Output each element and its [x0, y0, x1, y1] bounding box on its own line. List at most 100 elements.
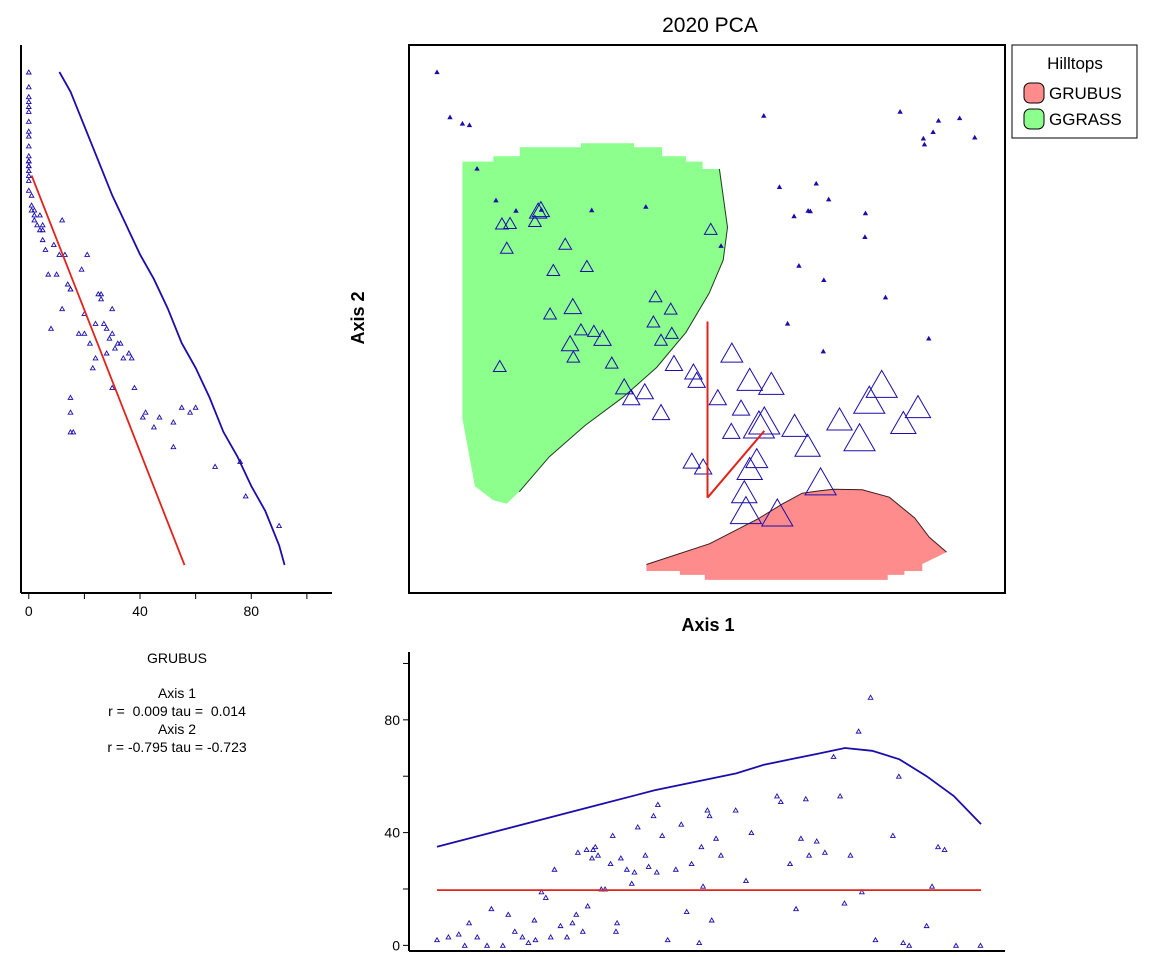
data-point	[466, 122, 473, 128]
data-point	[650, 812, 657, 819]
data-point	[538, 888, 545, 895]
data-point	[862, 234, 868, 239]
data-point	[777, 798, 784, 805]
data-point	[494, 216, 510, 230]
data-point	[761, 113, 767, 118]
data-point	[455, 931, 462, 937]
data-point	[926, 335, 932, 341]
data-point	[813, 180, 819, 186]
envelope-curve	[436, 747, 982, 848]
data-point	[613, 919, 621, 926]
data-point	[25, 133, 32, 139]
data-point	[805, 208, 811, 213]
data-point	[708, 388, 728, 406]
data-point	[120, 355, 127, 361]
data-point	[445, 934, 452, 940]
data-point	[459, 120, 466, 126]
data-point	[776, 184, 783, 189]
data-point	[748, 829, 755, 836]
data-point	[594, 852, 602, 858]
bottom-panel-y-ticks: 0 40 80	[384, 662, 409, 953]
data-point	[736, 456, 764, 480]
data-point	[847, 852, 854, 858]
data-point	[956, 115, 963, 121]
data-point	[706, 812, 713, 819]
data-point	[712, 835, 720, 841]
data-point	[92, 320, 99, 326]
legend-swatch-ggrass	[1023, 108, 1045, 130]
data-point	[109, 384, 116, 390]
data-point	[825, 196, 832, 202]
data-point	[645, 863, 652, 869]
data-point	[720, 342, 744, 363]
data-point	[604, 356, 619, 369]
data-point	[744, 447, 769, 469]
data-point	[103, 350, 110, 356]
data-point	[792, 905, 800, 912]
data-point	[70, 428, 77, 435]
data-point	[98, 295, 105, 302]
data-point	[59, 216, 66, 223]
data-point	[757, 371, 785, 395]
data-point	[858, 888, 865, 895]
data-point	[128, 355, 135, 361]
data-point	[941, 846, 948, 852]
ordination-points	[434, 69, 978, 527]
data-point	[821, 849, 828, 855]
data-point	[654, 801, 661, 807]
left-panel-x-ticks: 0 40 80	[25, 593, 308, 619]
data-point	[25, 152, 32, 159]
data-point	[433, 936, 441, 943]
data-point	[34, 221, 41, 228]
legend: Hilltops GRUBUS GGRASS	[1011, 44, 1138, 139]
data-point	[760, 498, 794, 527]
data-point	[178, 404, 185, 410]
data-point	[882, 294, 889, 300]
data-point	[89, 364, 96, 371]
data-point	[275, 522, 283, 529]
hull-grubus	[646, 489, 947, 580]
data-point	[730, 479, 758, 504]
data-point	[648, 289, 663, 303]
data-point	[623, 866, 630, 872]
data-point	[28, 202, 35, 208]
data-point	[889, 832, 896, 838]
data-point	[558, 237, 573, 250]
data-point	[786, 860, 794, 867]
data-point	[511, 928, 518, 934]
data-point	[39, 221, 46, 228]
data-point	[635, 382, 655, 400]
data-point	[42, 246, 49, 252]
data-point	[687, 371, 707, 388]
data-point	[64, 281, 71, 287]
data-point	[872, 936, 879, 943]
data-point	[703, 222, 718, 235]
data-point	[837, 793, 844, 799]
data-point	[804, 466, 837, 496]
data-point	[25, 143, 32, 149]
data-point	[590, 846, 597, 852]
data-point	[935, 117, 942, 123]
legend-swatch-grubus	[1023, 82, 1045, 104]
data-point	[566, 350, 581, 363]
data-point	[621, 388, 641, 406]
data-point	[855, 728, 862, 734]
data-point	[643, 204, 649, 209]
data-point	[736, 367, 764, 391]
data-point	[36, 212, 43, 218]
data-point	[617, 855, 624, 861]
data-point	[821, 277, 827, 283]
data-point	[474, 934, 481, 940]
data-point	[607, 860, 614, 867]
data-point	[25, 93, 32, 100]
data-point	[492, 359, 507, 373]
data-point	[25, 103, 32, 109]
data-point	[699, 883, 707, 889]
data-point	[25, 162, 32, 169]
data-point	[25, 108, 32, 114]
hull-ggrass-edge	[518, 168, 729, 493]
data-point	[820, 348, 826, 354]
data-point	[653, 333, 669, 346]
data-point	[81, 330, 88, 336]
data-point	[612, 928, 620, 934]
